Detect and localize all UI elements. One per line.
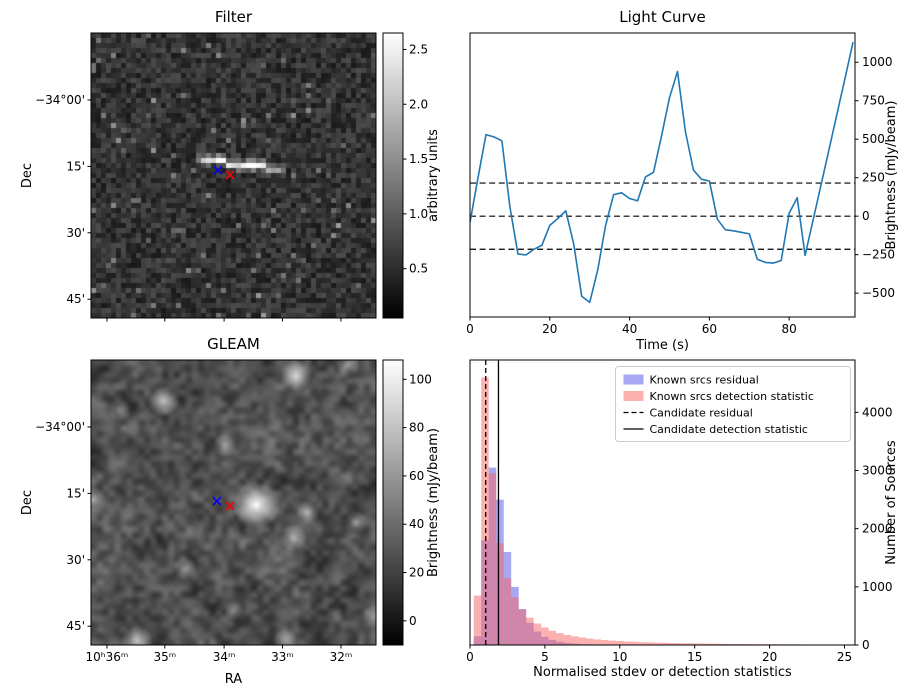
hist-x-tick-label: 5 [541,650,549,664]
legend-patch [623,374,644,385]
filter-colorbar-label: arbitrary units [426,129,441,222]
gleam-colorbar-tick-label: 20 [409,566,424,580]
legend-label: Known srcs detection statistic [650,390,814,403]
hist-x-axis-label: Normalised stdev or detection statistics [533,665,792,680]
gleam-colorbar-tick-label: 0 [409,614,417,628]
hist-y-tick-label: 4000 [862,405,893,419]
legend-patch [623,391,644,401]
gleam-source-x-marker [225,501,235,511]
light-curve-y-tick-label: 250 [862,171,885,185]
filter-y-tick-label: −34°00' [35,93,85,107]
filter-colorbar-tick-label: 0.5 [409,262,428,276]
light-curve-y-axis-label: Brightness (mJy/beam) [884,101,899,250]
filter-colorbar [382,32,404,319]
light-curve-x-tick-label: 0 [466,322,474,336]
hist-y-tick-label: 2000 [862,522,893,536]
filter-image [91,33,376,318]
gleam-y-tick-label: −34°00' [35,420,85,434]
filter-y-tick-label: 45' [66,292,85,306]
light-curve-frame [469,32,856,318]
filter-frame [90,32,377,319]
light-curve-line [470,42,854,304]
gleam-y-tick-label: 30' [66,553,85,567]
hist-x-tick-label: 20 [762,650,777,664]
gleam-frame [90,359,377,646]
gleam-x-tick-label: 10ʰ36ᵐ [86,650,129,664]
hist-y-tick-label: 3000 [862,464,893,478]
light-curve-x-axis-label: Time (s) [635,338,689,353]
filter-y-tick-label: 30' [66,226,85,240]
filter-source-x-marker [225,170,235,180]
light-curve-x-tick-label: 40 [622,322,637,336]
legend-box [615,366,851,442]
filter-title: Filter [215,8,253,26]
filter-colorbar-tick-label: 1.0 [409,207,428,221]
gleam-x-tick-label: 32ᵐ [330,650,353,664]
filter-colorbar-tick-label: 1.5 [409,152,428,166]
light-curve-y-tick-label: 0 [862,209,870,223]
gleam-x-tick-label: 34ᵐ [213,650,236,664]
gleam-candidate-x-marker [212,496,222,506]
hist-x-tick-label: 10 [612,650,627,664]
hist-x-tick-label: 0 [466,650,474,664]
hist-y-axis-label: Number of Sources [884,440,899,565]
gleam-colorbar-tick-label: 100 [409,372,432,386]
filter-candidate-x-marker [213,165,223,175]
hist-y-tick-label: 0 [862,638,870,652]
legend-label: Candidate detection statistic [650,423,808,436]
filter-colorbar-tick-label: 2.5 [409,42,428,56]
gleam-colorbar-tick-label: 40 [409,517,424,531]
light-curve-title: Light Curve [619,8,705,26]
gleam-colorbar-label: Brightness (mJy/beam) [426,428,441,577]
hist-series-1 [473,377,855,645]
gleam-colorbar-tick-label: 60 [409,469,424,483]
light-curve-x-tick-label: 20 [542,322,557,336]
gleam-y-tick-label: 45' [66,619,85,633]
legend-label: Candidate residual [650,407,753,420]
gleam-colorbar [382,359,404,646]
light-curve-y-tick-label: 500 [862,132,885,146]
gleam-y-tick-label: 15' [66,486,85,500]
hist-x-tick-label: 25 [837,650,852,664]
gleam-colorbar-tick-label: 80 [409,421,424,435]
legend-label: Known srcs residual [650,374,759,387]
filter-colorbar-tick-label: 2.0 [409,97,428,111]
light-curve-y-tick-label: 1000 [862,55,893,69]
light-curve-y-tick-label: −500 [862,286,895,300]
filter-y-tick-label: 15' [66,159,85,173]
filter-y-axis-label: Dec [20,163,35,188]
gleam-x-axis-label: RA [225,672,243,687]
light-curve-y-tick-label: 750 [862,94,885,108]
gleam-title: GLEAM [207,335,260,353]
light-curve-x-tick-label: 60 [702,322,717,336]
gleam-x-tick-label: 35ᵐ [153,650,176,664]
light-curve-y-tick-label: −250 [862,248,895,262]
hist-x-tick-label: 15 [687,650,702,664]
hist-frame [469,359,856,646]
hist-y-tick-label: 1000 [862,580,893,594]
gleam-x-tick-label: 33ᵐ [271,650,294,664]
gleam-y-axis-label: Dec [20,490,35,515]
light-curve-x-tick-label: 80 [782,322,797,336]
